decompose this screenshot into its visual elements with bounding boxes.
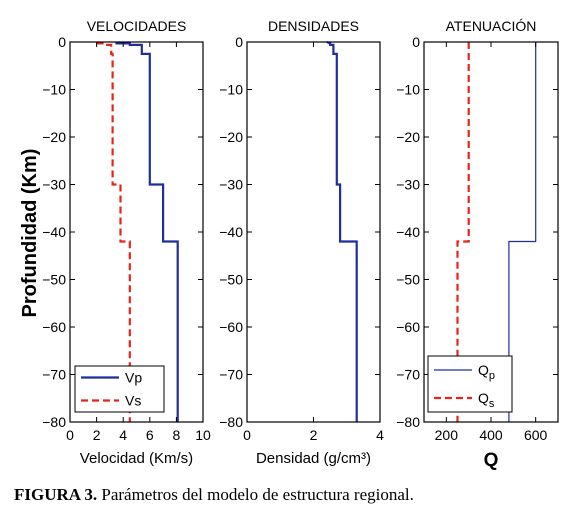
panel-title: ATENUACIÓN: [446, 18, 537, 34]
caption-label: FIGURA 3.: [14, 485, 98, 504]
y-tick-label: −60: [42, 319, 66, 335]
x-tick-label: 600: [524, 427, 548, 443]
plot-frame: [246, 41, 381, 423]
x-tick-label: 0: [66, 427, 74, 443]
x-axis-label: Velocidad (Km/s): [80, 450, 193, 467]
x-axis-label: Densidad (g/cm³): [256, 450, 371, 467]
panel-1: 0−10−20−30−40−50−60−70−800 2 4 6 8 10VELOCIDA…: [42, 18, 211, 467]
legend-frame: [74, 365, 165, 413]
y-tick-label: −20: [396, 129, 420, 145]
plot-frame: [69, 41, 204, 423]
y-tick-label: −80: [396, 414, 420, 430]
y-tick-label: −80: [219, 414, 243, 430]
x-tick-label: 4: [119, 427, 127, 443]
x-tick-label: 8: [173, 427, 181, 443]
series-line-density: [326, 40, 358, 422]
series-line-vs: [96, 42, 131, 422]
series-line-qs: [456, 42, 470, 422]
y-tick-label: −60: [219, 319, 243, 335]
panel-2: 0−10−20−30−40−50−60−70−800 2 4DENSIDADESDe…: [219, 18, 384, 467]
x-axis-label: Q: [484, 450, 499, 471]
x-tick-label: 4: [376, 427, 384, 443]
y-tick-label: −70: [396, 367, 420, 383]
y-tick-label: −60: [396, 319, 420, 335]
x-tick-label: 400: [479, 427, 503, 443]
legend-frame: [427, 355, 513, 413]
figure-caption: FIGURA 3. Parámetros del modelo de estru…: [14, 485, 559, 505]
y-tick-label: −30: [396, 177, 420, 193]
x-tick-label: 2: [93, 427, 101, 443]
y-tick-label: 0: [412, 34, 420, 50]
y-tick-label: −10: [219, 82, 243, 98]
y-tick-label: −30: [42, 177, 66, 193]
legend-label-vp: Vp: [125, 370, 142, 386]
y-tick-label: −20: [219, 129, 243, 145]
x-tick-label: 0: [243, 427, 251, 443]
x-tick-label: 2: [310, 427, 318, 443]
panel-title: VELOCIDADES: [87, 18, 187, 34]
series-line-qp: [508, 42, 537, 422]
y-tick-label: −50: [219, 272, 243, 288]
y-tick-label: 0: [58, 34, 66, 50]
x-tick-label: 6: [146, 427, 154, 443]
y-tick-label: −50: [396, 272, 420, 288]
panel-3: 0 −10 −20 −30 −40 −50 −60 −70 −80 200 400 600 ATENUA…: [396, 18, 559, 471]
y-tick-label: −70: [219, 367, 243, 383]
y-tick-label: −70: [42, 367, 66, 383]
panel-title: DENSIDADES: [268, 18, 359, 34]
y-tick-label: 0: [235, 34, 243, 50]
y-tick-label: −10: [396, 82, 420, 98]
y-tick-label: −30: [219, 177, 243, 193]
x-tick-label: 200: [435, 427, 459, 443]
y-axis-label: Profundidad (Km): [19, 149, 41, 318]
figure-chart: Profundidad (Km) 0 −10 −20 −30 −40 −50 −60 −70 −…: [19, 18, 559, 471]
caption-text: Parámetros del modelo de estructura regi…: [97, 485, 414, 504]
x-tick-label: 10: [195, 427, 211, 443]
y-tick-label: −80: [42, 414, 66, 430]
y-tick-label: −40: [396, 224, 420, 240]
chart-panels: 0−10−20−30−40−50−60−70−800 2 4 6 8 10VELOCIDA…: [42, 18, 559, 471]
y-tick-label: −10: [42, 82, 66, 98]
legend-label-vs: Vs: [125, 393, 141, 409]
legend: Vp Vs: [74, 365, 165, 413]
y-tick-label: −50: [42, 272, 66, 288]
y-tick-label: −40: [219, 224, 243, 240]
y-tick-label: −20: [42, 129, 66, 145]
series-line-vp: [115, 42, 179, 422]
y-tick-label: −40: [42, 224, 66, 240]
